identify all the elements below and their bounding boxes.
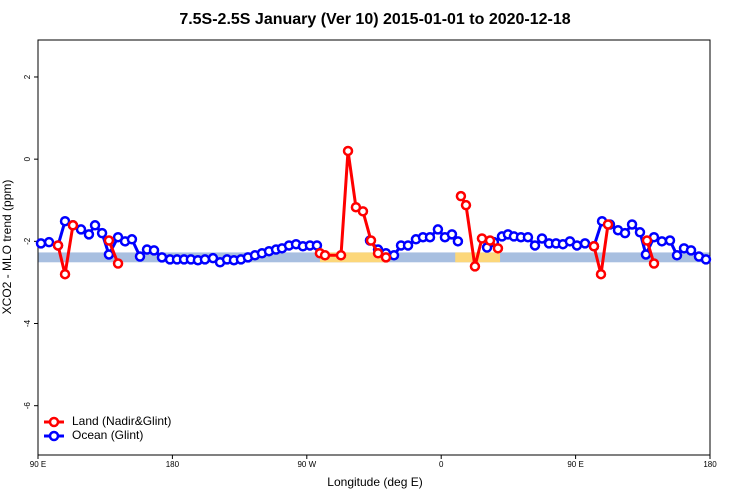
data-point <box>89 220 101 231</box>
band <box>319 252 386 263</box>
x-tick-label: 180 <box>703 460 717 469</box>
data-point <box>319 250 331 261</box>
data-point <box>700 254 712 265</box>
legend-label: Ocean (Glint) <box>72 428 143 442</box>
x-axis-label: Longitude (deg E) <box>327 475 422 489</box>
y-tick-label: 2 <box>23 74 32 79</box>
data-point <box>641 235 653 246</box>
data-point <box>357 206 369 217</box>
data-point <box>83 229 95 240</box>
data-point <box>536 233 548 244</box>
x-tick-label: 180 <box>166 460 180 469</box>
data-point <box>156 252 168 263</box>
data-point <box>52 240 64 251</box>
data-point <box>335 250 347 261</box>
data-point <box>634 227 646 238</box>
data-point <box>455 190 467 202</box>
data-point <box>67 220 79 231</box>
y-tick-label: -6 <box>23 402 32 410</box>
data-point <box>103 235 115 246</box>
data-point <box>452 236 464 247</box>
data-point <box>59 268 71 280</box>
x-tick-label: 0 <box>439 460 444 469</box>
data-point <box>372 248 384 259</box>
data-point <box>342 145 354 157</box>
data-point <box>619 227 631 239</box>
data-point <box>588 241 600 252</box>
data-point <box>460 199 472 211</box>
data-point <box>469 261 481 272</box>
y-tick-label: 0 <box>23 156 32 161</box>
data-point <box>365 235 377 246</box>
data-point <box>388 250 400 261</box>
data-point <box>446 229 458 240</box>
data-point <box>595 268 607 280</box>
y-tick-label: -2 <box>23 237 32 245</box>
data-point <box>492 243 504 254</box>
data-point <box>148 245 160 256</box>
chart-title: 7.5S-2.5S January (Ver 10) 2015-01-01 to… <box>179 11 570 28</box>
x-tick-label: 90 E <box>30 460 46 469</box>
data-point <box>476 233 488 244</box>
data-point <box>43 236 55 248</box>
data-point <box>626 219 638 230</box>
data-point <box>134 251 146 262</box>
data-point <box>112 258 124 269</box>
data-point <box>685 245 697 256</box>
data-point <box>126 234 138 245</box>
data-point <box>59 215 71 227</box>
data-point <box>432 224 444 235</box>
data-point <box>579 238 591 249</box>
y-axis-label: XCO2 - MLO trend (ppm) <box>0 180 14 315</box>
data-point <box>571 240 583 251</box>
data-point <box>529 240 541 251</box>
legend-marker <box>48 416 60 428</box>
data-point <box>671 250 683 261</box>
data-point <box>484 235 496 246</box>
data-point <box>380 252 392 263</box>
legend-label: Land (Nadir&Glint) <box>72 414 171 428</box>
data-point <box>656 236 668 247</box>
data-point <box>199 254 211 265</box>
data-point <box>522 231 534 243</box>
data-point <box>602 219 614 230</box>
data-point <box>664 235 676 246</box>
data-point <box>640 249 652 260</box>
data-point <box>648 258 660 269</box>
x-tick-label: 90 E <box>567 460 583 469</box>
data-point <box>402 240 414 251</box>
data-point <box>75 224 87 235</box>
x-tick-label: 90 W <box>297 460 316 469</box>
legend-marker <box>48 430 60 442</box>
y-tick-label: -4 <box>23 319 32 327</box>
data-point <box>103 249 115 260</box>
data-point <box>35 238 47 249</box>
data-point <box>96 227 108 239</box>
data-point <box>424 231 436 243</box>
